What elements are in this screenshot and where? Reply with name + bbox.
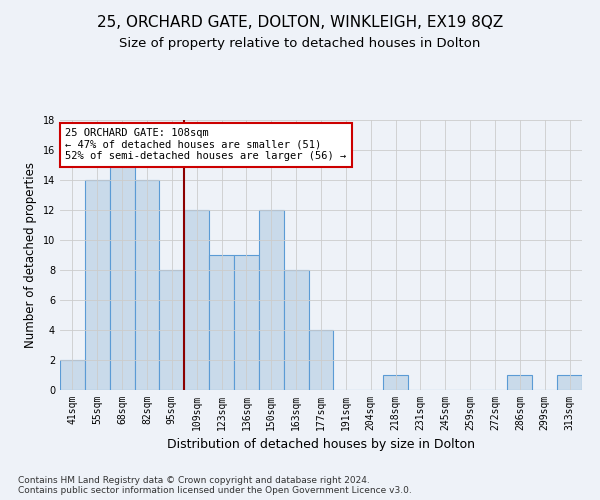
Bar xyxy=(134,180,160,390)
Bar xyxy=(110,165,134,390)
Bar xyxy=(160,270,184,390)
Bar xyxy=(184,210,209,390)
Bar xyxy=(383,375,408,390)
Y-axis label: Number of detached properties: Number of detached properties xyxy=(24,162,37,348)
Bar xyxy=(209,255,234,390)
Text: 25, ORCHARD GATE, DOLTON, WINKLEIGH, EX19 8QZ: 25, ORCHARD GATE, DOLTON, WINKLEIGH, EX1… xyxy=(97,15,503,30)
Bar xyxy=(284,270,308,390)
Bar xyxy=(308,330,334,390)
Text: Size of property relative to detached houses in Dolton: Size of property relative to detached ho… xyxy=(119,38,481,51)
Bar xyxy=(557,375,582,390)
Bar xyxy=(234,255,259,390)
Bar xyxy=(85,180,110,390)
Bar xyxy=(508,375,532,390)
Text: 25 ORCHARD GATE: 108sqm
← 47% of detached houses are smaller (51)
52% of semi-de: 25 ORCHARD GATE: 108sqm ← 47% of detache… xyxy=(65,128,346,162)
X-axis label: Distribution of detached houses by size in Dolton: Distribution of detached houses by size … xyxy=(167,438,475,452)
Bar xyxy=(60,360,85,390)
Text: Contains HM Land Registry data © Crown copyright and database right 2024.
Contai: Contains HM Land Registry data © Crown c… xyxy=(18,476,412,495)
Bar xyxy=(259,210,284,390)
